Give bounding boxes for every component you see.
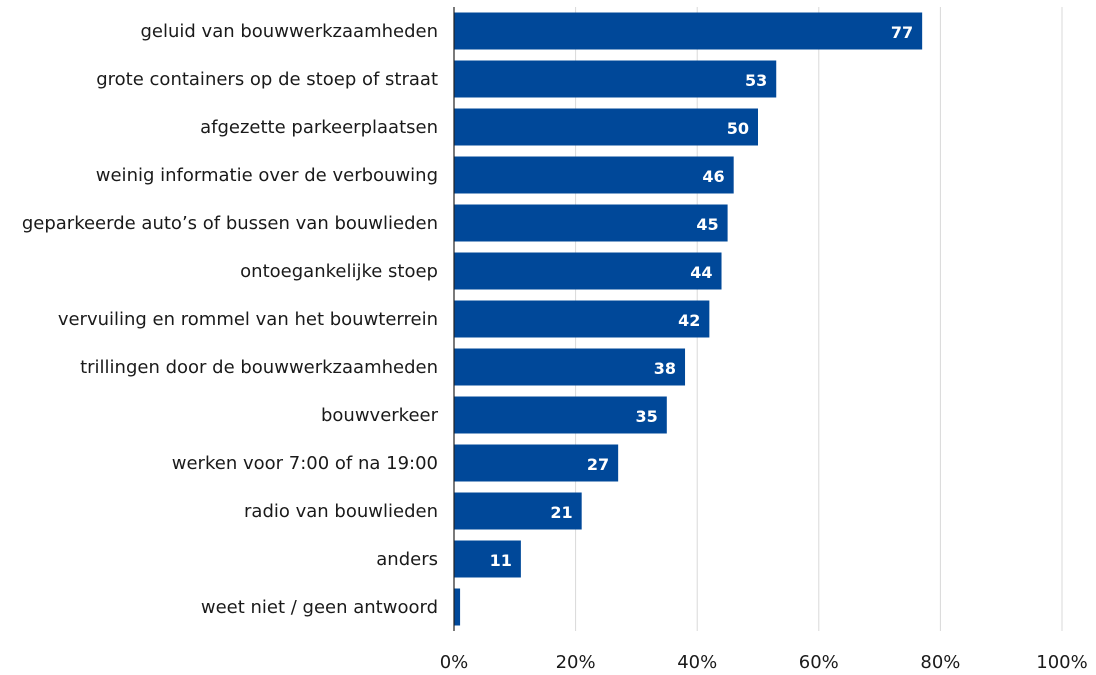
category-label: geparkeerde auto’s of bussen van bouwlie… (22, 213, 438, 234)
data-label: 45 (696, 215, 718, 234)
bar (454, 396, 667, 434)
category-label: vervuiling en rommel van het bouwterrein (58, 309, 438, 330)
category-label: weinig informatie over de verbouwing (96, 165, 438, 186)
bar (454, 252, 722, 290)
data-label: 27 (587, 455, 609, 474)
data-label: 44 (690, 263, 712, 282)
x-tick-label: 20% (556, 652, 596, 673)
category-label: radio van bouwlieden (244, 501, 438, 522)
data-label: 50 (727, 119, 749, 138)
bar (454, 204, 728, 242)
bar (454, 588, 461, 626)
bar (454, 156, 734, 194)
category-label: trillingen door de bouwwerkzaamheden (80, 357, 438, 378)
data-label: 42 (678, 311, 700, 330)
data-label: 35 (636, 407, 658, 426)
bar (454, 444, 619, 482)
category-labels: geluid van bouwwerkzaamheden grote contai… (22, 21, 439, 618)
category-label: ontoegankelijke stoep (240, 261, 438, 282)
category-label: weet niet / geen antwoord (201, 597, 438, 618)
data-label: 77 (891, 23, 913, 42)
bar (454, 348, 686, 386)
bar (454, 540, 521, 578)
bar (454, 108, 758, 146)
category-label: geluid van bouwwerkzaamheden (141, 21, 439, 42)
x-tick-label: 100% (1036, 652, 1087, 673)
x-tick-label: 80% (920, 652, 960, 673)
category-label: bouwverkeer (321, 405, 439, 426)
category-label: grote containers op de stoep of straat (96, 69, 438, 90)
data-label: 53 (745, 71, 767, 90)
bar (454, 300, 710, 338)
bar (454, 12, 923, 50)
data-label: 21 (550, 503, 572, 522)
category-label: anders (376, 549, 438, 570)
data-label: 46 (702, 167, 724, 186)
x-axis-ticks: 0% 20% 40% 60% 80% 100% (440, 652, 1088, 673)
x-tick-label: 40% (677, 652, 717, 673)
bars: 77 53 50 46 45 44 42 38 35 27 21 11 (454, 12, 923, 626)
x-tick-label: 0% (440, 652, 469, 673)
data-label: 11 (490, 551, 512, 570)
category-label: werken voor 7:00 of na 19:00 (172, 453, 438, 474)
bar (454, 60, 777, 98)
bar (454, 492, 582, 530)
data-label: 38 (654, 359, 676, 378)
x-tick-label: 60% (799, 652, 839, 673)
category-label: afgezette parkeerplaatsen (200, 117, 438, 138)
